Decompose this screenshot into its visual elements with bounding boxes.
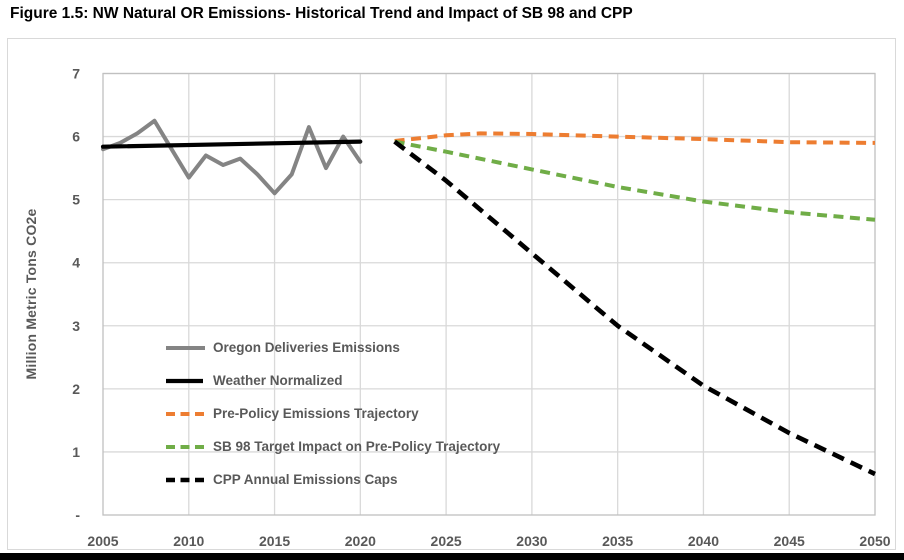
x-tick-label: 2015: [259, 533, 290, 549]
x-tick-label: 2010: [173, 533, 204, 549]
y-tick-label: -: [75, 507, 80, 523]
y-tick-label: 7: [72, 66, 80, 82]
x-tick-label: 2030: [516, 533, 547, 549]
y-tick-label: 4: [72, 255, 80, 271]
bottom-border-bar: [0, 553, 904, 560]
y-tick-label: 2: [72, 381, 80, 397]
y-tick-label: 3: [72, 318, 80, 334]
series-line-0: [101, 118, 363, 196]
series-line-2: [394, 131, 876, 145]
y-tick-label: 1: [72, 444, 80, 460]
y-axis-title: Million Metric Tons CO2e: [23, 208, 39, 379]
legend-label: Weather Normalized: [213, 373, 343, 388]
legend-swatch-orange-dashed-line: [166, 411, 205, 416]
legend-item-oregon-deliveries: Oregon Deliveries Emissions: [163, 331, 500, 364]
legend-item-cpp-caps: CPP Annual Emissions Caps: [163, 463, 500, 496]
y-tick-label: 6: [72, 129, 80, 145]
x-tick-label: 2050: [859, 533, 890, 549]
legend-item-pre-policy: Pre-Policy Emissions Trajectory: [163, 397, 500, 430]
series-line-4: [393, 139, 876, 477]
legend-label: Pre-Policy Emissions Trajectory: [213, 406, 419, 421]
x-tick-label: 2005: [87, 533, 118, 549]
x-tick-label: 2040: [688, 533, 719, 549]
legend-item-weather-normalized: Weather Normalized: [163, 364, 500, 397]
series-line-1: [100, 139, 363, 149]
x-tick-label: 2035: [602, 533, 633, 549]
figure-title: Figure 1.5: NW Natural OR Emissions- His…: [10, 5, 633, 22]
legend-label: CPP Annual Emissions Caps: [213, 472, 398, 487]
legend-item-sb98-target: SB 98 Target Impact on Pre-Policy Trajec…: [163, 430, 500, 463]
legend-label: SB 98 Target Impact on Pre-Policy Trajec…: [213, 439, 501, 454]
legend-swatch-gray-line: [166, 345, 205, 350]
legend-swatch-green-dashed-line: [166, 444, 205, 449]
chart-legend: Oregon Deliveries Emissions Weather Norm…: [163, 331, 500, 496]
legend-swatch-black-line: [166, 378, 203, 383]
legend-swatch-black-dashed-line: [166, 477, 205, 482]
legend-label: Oregon Deliveries Emissions: [213, 340, 400, 355]
series-line-3: [394, 139, 876, 222]
plot-area-border: [102, 72, 876, 516]
y-tick-label: 5: [72, 192, 80, 208]
x-tick-label: 2045: [774, 533, 805, 549]
x-tick-label: 2025: [431, 533, 462, 549]
x-tick-label: 2020: [345, 533, 376, 549]
